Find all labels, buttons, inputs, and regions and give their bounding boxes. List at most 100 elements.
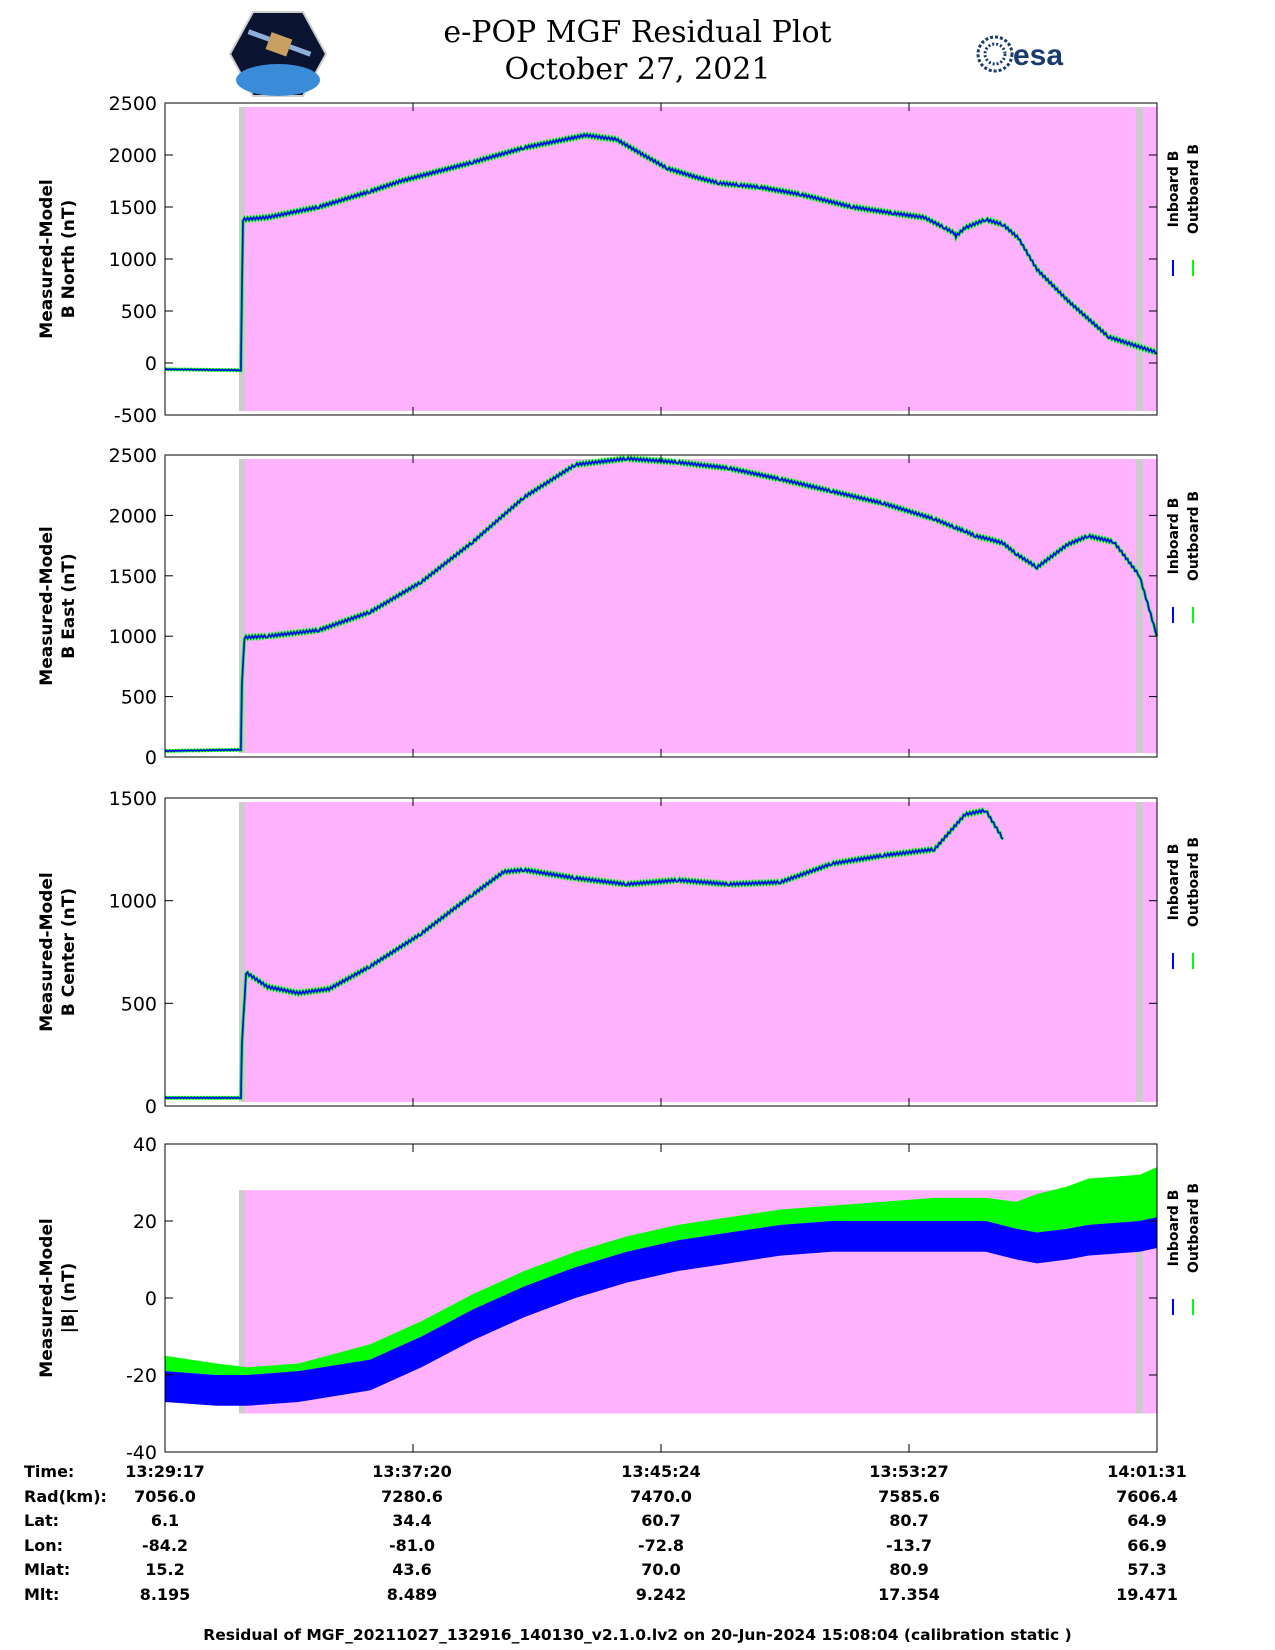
orbit-info-value: 17.354 — [878, 1584, 940, 1604]
orbit-info-value: 6.1 — [150, 1511, 180, 1530]
orbit-info-row: Mlat: 15.2 43.6 70.0 80.9 57.3 — [0, 1560, 1275, 1584]
orbit-info-value: 70.0 — [641, 1560, 681, 1579]
y-tick-label: -40 — [126, 1442, 157, 1464]
orbit-info-value: 13:45:24 — [621, 1462, 701, 1481]
orbit-info-value: 80.9 — [889, 1560, 929, 1579]
legend-outboard-label: Outboard B — [1186, 1183, 1202, 1273]
y-axis-label: Measured-Model — [37, 1218, 57, 1377]
orbit-info-label: Mlat: — [24, 1560, 71, 1579]
y-tick-label: 40 — [133, 1134, 157, 1156]
y-tick-label: 2500 — [109, 93, 157, 115]
orbit-info-label: Time: — [24, 1462, 75, 1481]
legend-inboard-label: Inboard B — [1166, 498, 1182, 575]
inboard-series — [164, 132, 1158, 372]
orbit-info-label: Mlt: — [24, 1584, 60, 1604]
gap-band — [1135, 459, 1143, 753]
orbit-info-value: 13:29:17 — [125, 1462, 205, 1481]
y-tick-label: 0 — [145, 1288, 157, 1310]
y-tick-label: 0 — [145, 353, 157, 375]
y-tick-label: 500 — [121, 301, 157, 323]
y-axis-label: Measured-Model — [37, 872, 57, 1031]
orbit-info-value: 43.6 — [392, 1560, 432, 1579]
orbit-info-value: 13:53:27 — [869, 1462, 949, 1481]
gap-band — [238, 1190, 245, 1414]
y-axis-label: |B| (nT) — [59, 1263, 79, 1334]
chart-date: October 27, 2021 — [504, 52, 771, 87]
legend-inboard-label: Inboard B — [1166, 151, 1182, 228]
orbit-info-value: 8.195 — [139, 1584, 191, 1604]
orbit-info-value: 34.4 — [392, 1511, 432, 1530]
y-tick-label: 1000 — [109, 249, 157, 271]
gap-band — [1135, 802, 1143, 1102]
y-axis-label: B Center (nT) — [59, 888, 79, 1016]
orbit-info-value: 66.9 — [1127, 1535, 1167, 1555]
legend-outboard-label: Outboard B — [1186, 144, 1202, 234]
gap-band — [1135, 107, 1143, 411]
legend-inboard-label: Inboard B — [1166, 1190, 1182, 1267]
orbit-info-value: 19.471 — [1116, 1584, 1178, 1604]
orbit-info-row: Lat: 6.1 34.4 60.7 80.7 64.9 — [0, 1511, 1275, 1535]
orbit-info-value: 7470.0 — [630, 1486, 692, 1506]
orbit-info-value: -81.0 — [388, 1535, 436, 1555]
footnote: Residual of MGF_20211027_132916_140130_v… — [203, 1626, 1072, 1644]
outboard-series — [165, 1167, 1157, 1375]
orbit-info-value: 60.7 — [641, 1511, 681, 1530]
orbit-info-value: -72.8 — [637, 1535, 685, 1555]
orbit-info-value: -84.2 — [141, 1535, 189, 1555]
legend-inboard-label: Inboard B — [1166, 844, 1182, 921]
gap-band — [238, 802, 245, 1102]
y-tick-label: 0 — [145, 747, 157, 769]
y-tick-label: 1000 — [109, 626, 157, 648]
orbit-info-value: 9.242 — [635, 1584, 687, 1604]
y-tick-label: 2000 — [109, 145, 157, 167]
y-tick-label: 500 — [121, 687, 157, 709]
coverage-band — [241, 459, 1158, 753]
legend-outboard-label: Outboard B — [1186, 837, 1202, 927]
orbit-info-value: 15.2 — [145, 1560, 185, 1579]
y-tick-label: 20 — [133, 1211, 157, 1233]
coverage-band — [241, 802, 1158, 1102]
orbit-info-value: 14:01:31 — [1107, 1462, 1187, 1481]
orbit-info-value: -13.7 — [885, 1535, 933, 1555]
y-axis-label: B East (nT) — [59, 553, 79, 658]
orbit-info-value: 7280.6 — [381, 1486, 443, 1506]
coverage-band — [241, 107, 1158, 411]
chart-title: e-POP MGF Residual Plot — [443, 15, 832, 50]
y-tick-label: 2500 — [109, 445, 157, 467]
orbit-info-value: 13:37:20 — [372, 1462, 452, 1481]
orbit-info-value: 64.9 — [1127, 1511, 1167, 1530]
y-tick-label: -500 — [114, 405, 157, 427]
orbit-info-value: 57.3 — [1127, 1560, 1167, 1579]
orbit-info-row: Time: 13:29:17 13:37:20 13:45:24 13:53:27 14:… — [0, 1462, 1275, 1486]
y-tick-label: 500 — [121, 993, 157, 1015]
y-axis-label: B North (nT) — [59, 200, 79, 319]
orbit-info-row: Lon: -84.2 -81.0 -72.8 -13.7 66.9 — [0, 1536, 1275, 1560]
y-tick-label: 2000 — [109, 505, 157, 527]
inboard-series — [165, 1217, 1157, 1406]
orbit-info-label: Lon: — [24, 1535, 63, 1555]
inboard-series — [164, 808, 1004, 1100]
esa-logo-text: esa — [1013, 39, 1063, 72]
y-axis-label: Measured-Model — [37, 179, 57, 338]
gap-band — [1135, 1190, 1143, 1414]
orbit-info-value: 7585.6 — [878, 1486, 940, 1506]
y-tick-label: -20 — [126, 1365, 157, 1387]
orbit-info-value: 8.489 — [386, 1584, 438, 1604]
y-tick-label: 1500 — [109, 566, 157, 588]
y-axis-label: Measured-Model — [37, 526, 57, 685]
gap-band — [238, 459, 245, 753]
orbit-info-row: Mlt: 8.195 8.489 9.242 17.354 19.471 — [0, 1585, 1275, 1609]
orbit-info-label: Lat: — [24, 1511, 60, 1530]
orbit-info-label: Rad(km): — [24, 1486, 107, 1506]
legend-outboard-label: Outboard B — [1186, 491, 1202, 581]
y-tick-label: 1500 — [109, 197, 157, 219]
esa-logo: esa — [976, 35, 1063, 73]
orbit-info-table: Time: 13:29:17 13:37:20 13:45:24 13:53:27 14:… — [0, 1462, 1275, 1612]
orbit-info-value: 80.7 — [889, 1511, 929, 1530]
y-tick-label: 1500 — [109, 788, 157, 810]
orbit-info-value: 7606.4 — [1116, 1486, 1178, 1506]
orbit-info-row: Rad(km): 7056.0 7280.6 7470.0 7585.6 7606.4 — [0, 1487, 1275, 1511]
y-tick-label: 1000 — [109, 891, 157, 913]
orbit-info-value: 7056.0 — [134, 1486, 196, 1506]
